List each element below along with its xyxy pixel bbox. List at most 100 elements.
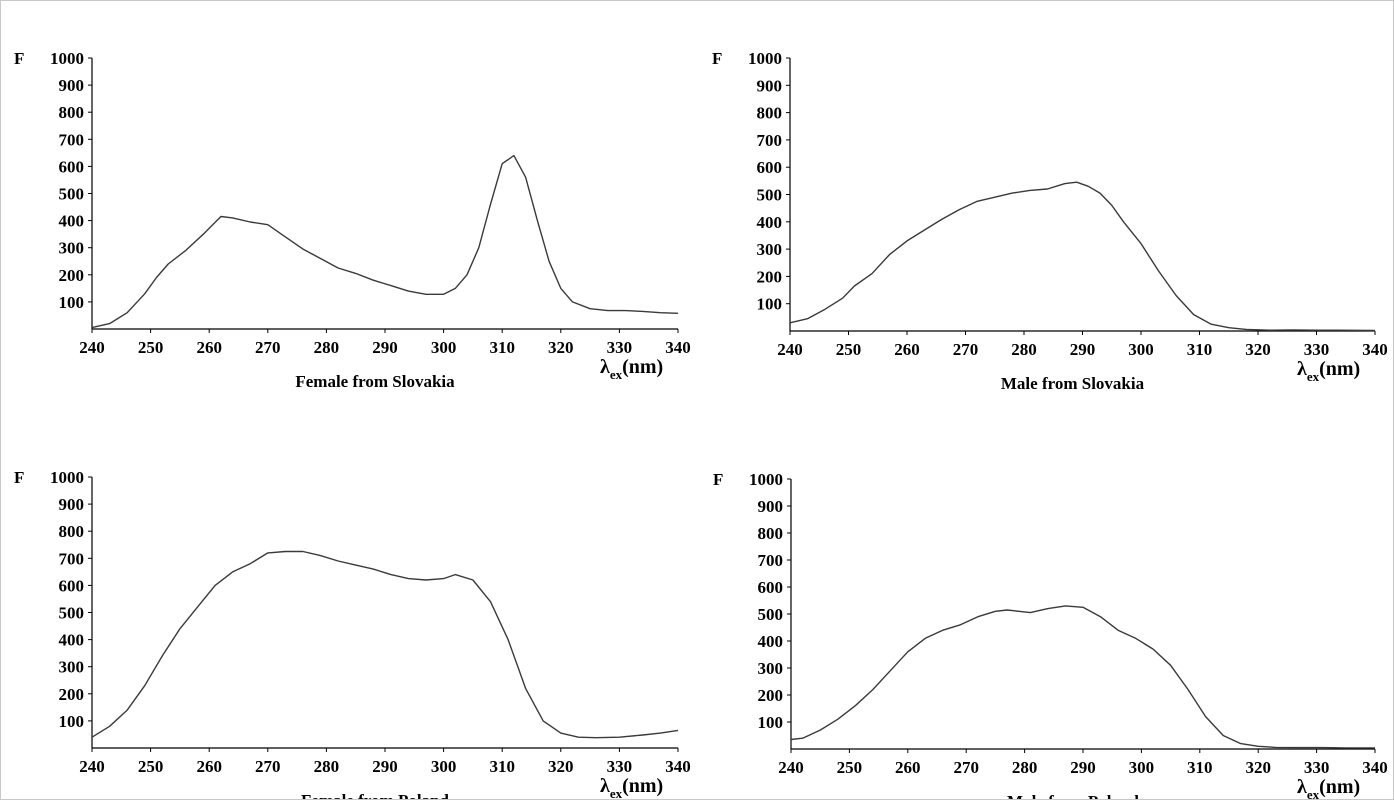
y-tick-label: 700 [59, 130, 85, 149]
x-tick-label: 320 [1245, 340, 1271, 359]
y-tick-label: 500 [757, 186, 783, 205]
y-tick-label: 300 [757, 240, 783, 259]
x-tick-label: 250 [837, 758, 863, 777]
x-axis-subscript: ex [1307, 369, 1320, 384]
x-axis-label: λex(nm) [1297, 358, 1360, 384]
x-tick-label: 260 [196, 757, 222, 776]
y-tick-label: 100 [758, 713, 784, 732]
x-tick-label: 280 [1011, 340, 1037, 359]
x-tick-label: 250 [836, 340, 862, 359]
y-axis-label: F [14, 468, 24, 487]
x-tick-label: 300 [431, 338, 457, 357]
x-tick-label: 320 [1245, 758, 1271, 777]
y-tick-label: 800 [59, 522, 85, 541]
y-tick-label: 700 [59, 549, 85, 568]
x-tick-label: 320 [548, 757, 574, 776]
x-tick-label: 340 [665, 757, 691, 776]
x-tick-label: 250 [138, 757, 164, 776]
x-tick-label: 240 [79, 757, 105, 776]
x-tick-label: 310 [489, 338, 515, 357]
y-tick-label: 900 [757, 76, 783, 95]
x-tick-label: 330 [1304, 340, 1330, 359]
y-tick-label: 100 [59, 293, 85, 312]
x-axis-subscript: ex [610, 367, 623, 382]
x-tick-label: 330 [607, 757, 633, 776]
chart-title: Male from Slovakia [1001, 374, 1145, 393]
x-tick-label: 300 [1128, 340, 1154, 359]
y-axis-label: F [713, 470, 723, 489]
y-tick-label: 700 [758, 551, 784, 570]
y-tick-label: 800 [59, 103, 85, 122]
x-tick-label: 270 [255, 757, 281, 776]
y-tick-label: 800 [757, 104, 783, 123]
x-tick-label: 300 [431, 757, 457, 776]
y-tick-label: 600 [59, 576, 85, 595]
x-axis-symbol: λ [600, 775, 610, 797]
series-line-1 [790, 605, 1375, 749]
chart-panel-3: 100 200 300 400 500 600 700 800 900 1000 F 240 250 26… [14, 468, 691, 805]
y-tick-label: 500 [59, 185, 85, 204]
x-axis-subscript: ex [1307, 787, 1320, 800]
series-line-1 [789, 181, 1376, 332]
x-tick-label: 310 [1187, 758, 1213, 777]
series-line-1 [91, 154, 679, 329]
y-tick-label: 100 [59, 712, 85, 731]
x-axis-symbol: λ [600, 356, 610, 378]
x-tick-label: 270 [953, 758, 979, 777]
x-tick-label: 240 [777, 340, 803, 359]
y-tick-label: 1000 [748, 49, 782, 68]
x-tick-label: 340 [1362, 340, 1388, 359]
x-tick-label: 330 [1304, 758, 1330, 777]
x-tick-label: 340 [1362, 758, 1388, 777]
y-tick-label: 400 [757, 213, 783, 232]
y-tick-label: 1000 [749, 470, 783, 489]
x-tick-label: 290 [372, 757, 398, 776]
y-tick-label: 700 [757, 131, 783, 150]
y-tick-label: 600 [59, 157, 85, 176]
x-tick-label: 290 [372, 338, 398, 357]
y-axis-label: F [712, 49, 722, 68]
x-tick-label: 290 [1070, 758, 1096, 777]
x-tick-label: 270 [255, 338, 281, 357]
x-tick-label: 310 [1187, 340, 1213, 359]
x-axis-unit: (nm) [1319, 776, 1360, 798]
x-tick-label: 240 [79, 338, 105, 357]
y-tick-label: 600 [758, 578, 784, 597]
x-axis-label: λex(nm) [600, 775, 663, 800]
chart-title: Female from Poland [301, 791, 449, 800]
x-tick-label: 280 [314, 757, 340, 776]
x-tick-label: 300 [1129, 758, 1155, 777]
y-tick-label: 200 [59, 685, 85, 704]
x-tick-label: 290 [1070, 340, 1096, 359]
y-tick-label: 800 [758, 524, 784, 543]
chart-panel-1: 100 200 300 400 500 600 700 800 900 1000 F 240 250 26… [14, 49, 691, 391]
x-tick-label: 260 [196, 338, 222, 357]
x-tick-label: 340 [665, 338, 691, 357]
x-axis-subscript: ex [610, 786, 623, 800]
x-tick-label: 320 [548, 338, 574, 357]
x-tick-label: 330 [607, 338, 633, 357]
x-axis-label: λex(nm) [1297, 776, 1360, 800]
x-tick-label: 280 [314, 338, 340, 357]
y-tick-label: 200 [757, 267, 783, 286]
x-axis-unit: (nm) [622, 775, 663, 797]
chart-title: Female from Slovakia [295, 372, 455, 391]
y-tick-label: 900 [758, 497, 784, 516]
chart-panel-2: 100 200 300 400 500 600 700 800 900 1000 F 240 250 26… [712, 49, 1388, 393]
y-tick-label: 600 [757, 158, 783, 177]
chart-panel-4: 100 200 300 400 500 600 700 800 900 1000 F 240 250 26… [713, 470, 1388, 805]
x-tick-label: 270 [953, 340, 979, 359]
y-tick-label: 900 [59, 495, 85, 514]
x-axis-symbol: λ [1297, 776, 1307, 798]
y-tick-label: 200 [59, 266, 85, 285]
y-tick-label: 500 [758, 605, 784, 624]
y-tick-label: 400 [59, 631, 85, 650]
y-tick-label: 200 [758, 686, 784, 705]
chart-title: Male from Poland [1007, 792, 1139, 800]
y-tick-label: 1000 [50, 49, 84, 68]
y-tick-label: 300 [758, 659, 784, 678]
y-tick-label: 100 [757, 295, 783, 314]
y-tick-label: 300 [59, 239, 85, 258]
